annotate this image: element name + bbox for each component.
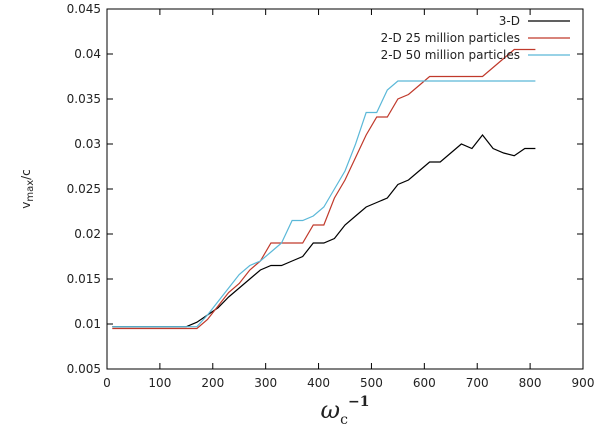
x-label-sup: −1 [348, 394, 369, 410]
x-tick-label: 600 [413, 376, 436, 390]
legend: 3-D 2-D 25 million particles 2-D 50 millio… [381, 14, 570, 62]
y-tick-label: 0.015 [67, 272, 101, 286]
plot-frame [106, 8, 584, 370]
y-label-rest: /c [19, 169, 33, 180]
legend-label: 2-D 50 million particles [381, 48, 520, 62]
data-line [112, 134, 536, 328]
x-tick-label: 900 [572, 376, 595, 390]
x-tick-label: 800 [519, 376, 542, 390]
x-tick-label: 700 [466, 376, 489, 390]
legend-label: 2-D 25 million particles [381, 31, 520, 45]
y-tick-label: 0.03 [74, 137, 101, 151]
x-tick-label: 100 [148, 376, 171, 390]
y-label-main: v [19, 202, 33, 209]
y-tick-label: 0.035 [67, 92, 101, 106]
x-tick-label: 200 [201, 376, 224, 390]
x-label-main: ω [321, 396, 341, 424]
y-tick-label: 0.01 [74, 317, 101, 331]
y-label-sub: max [25, 180, 36, 202]
legend-label: 3-D [499, 14, 520, 28]
x-axis-label: ωc−1 [321, 394, 370, 428]
data-line [112, 48, 536, 330]
x-tick-label: 400 [307, 376, 330, 390]
y-tick-label: 0.025 [67, 182, 101, 196]
x-tick-label: 500 [360, 376, 383, 390]
y-tick-label: 0.04 [74, 47, 101, 61]
y-tick-label: 0.045 [67, 2, 101, 16]
data-line [112, 80, 536, 328]
y-tick-label: 0.005 [67, 362, 101, 376]
y-tick-label: 0.02 [74, 227, 101, 241]
x-tick-label: 0 [103, 376, 111, 390]
x-tick-label: 300 [254, 376, 277, 390]
x-label-sub: c [340, 412, 348, 428]
y-axis-label: vmax/c [19, 169, 36, 209]
